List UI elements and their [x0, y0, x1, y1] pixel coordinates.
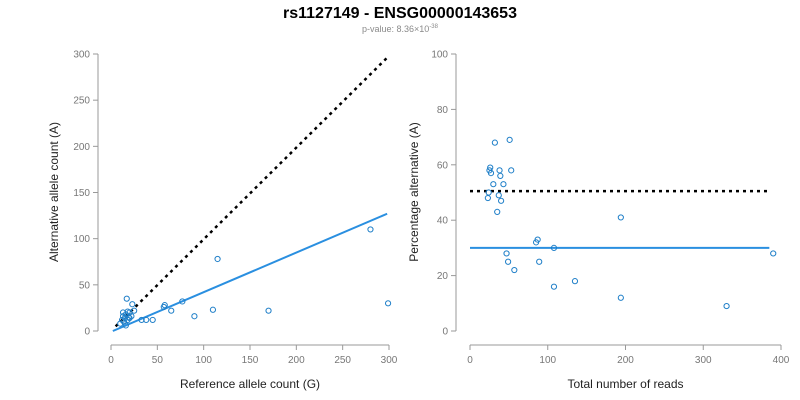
y-tick-label: 0 — [442, 327, 448, 338]
y-axis-title: Percentage alternative (A) — [407, 122, 421, 261]
data-point — [122, 322, 129, 329]
data-point — [265, 307, 272, 314]
y-tick-label: 200 — [73, 142, 90, 153]
p-value-text: p-value: 8.36×10 — [362, 24, 430, 34]
y-tick-label: 150 — [73, 188, 90, 199]
data-point — [723, 302, 730, 310]
data-point — [123, 295, 130, 302]
data-point — [506, 136, 513, 143]
data-point — [536, 258, 543, 265]
x-tick-label: 50 — [152, 355, 164, 366]
data-point — [497, 172, 504, 179]
allele-count-panel: 0 50 100 150 200 250 300 0 50 100 150 200 250 300 Refe… — [47, 50, 398, 392]
chart-title: rs1127149 - ENSG00000143653 — [283, 5, 517, 22]
data-point — [485, 189, 492, 196]
data-point — [508, 167, 515, 174]
y-tick-label: 40 — [437, 216, 449, 227]
y-tick-label: 100 — [73, 234, 90, 245]
data-point — [124, 316, 131, 324]
data-point — [494, 208, 501, 215]
data-point — [503, 250, 510, 257]
x-tick-label: 250 — [334, 355, 351, 366]
x-tick-label: 100 — [195, 355, 212, 366]
data-point — [143, 316, 150, 324]
x-tick-label: 400 — [773, 355, 790, 366]
y-tick-label: 0 — [84, 327, 90, 338]
data-point — [550, 283, 558, 290]
data-point — [496, 167, 503, 174]
data-point — [550, 244, 558, 251]
data-point — [191, 313, 198, 320]
x-tick-label: 150 — [242, 355, 259, 366]
data-point — [120, 318, 128, 325]
p-value-subtitle: p-value: 8.36×10-38 — [0, 24, 800, 34]
data-point — [138, 316, 145, 324]
data-point — [534, 236, 541, 243]
data-point — [617, 294, 624, 301]
y-tick-label: 80 — [437, 105, 449, 116]
data-point — [490, 181, 497, 188]
data-point — [504, 258, 512, 265]
data-point — [571, 278, 579, 285]
x-tick-label: 100 — [539, 355, 556, 366]
data-point — [511, 266, 518, 274]
y-axis-title: Alternative allele count (A) — [47, 122, 61, 262]
data-point — [367, 226, 374, 233]
x-tick-label: 200 — [617, 355, 634, 366]
y-tick-label: 250 — [73, 96, 90, 107]
y-tick-label: 20 — [437, 271, 449, 282]
data-point — [209, 306, 217, 313]
y-tick-label: 60 — [437, 160, 449, 171]
data-point — [384, 300, 392, 307]
y-tick-label: 300 — [73, 50, 90, 61]
data-point — [168, 307, 175, 314]
data-point — [770, 250, 777, 257]
data-point — [161, 302, 168, 309]
x-tick-label: 200 — [288, 355, 305, 366]
data-point — [617, 214, 624, 221]
data-point — [491, 139, 498, 146]
x-tick-label: 300 — [381, 355, 398, 366]
reference-line — [114, 56, 389, 328]
data-point — [487, 170, 495, 177]
y-tick-label: 50 — [79, 280, 91, 291]
data-point — [484, 194, 491, 202]
y-tick-label: 100 — [431, 50, 448, 61]
x-tick-label: 0 — [108, 355, 114, 366]
data-point — [129, 301, 136, 308]
data-point — [149, 316, 156, 324]
percentage-panel: 0 100 200 300 400 0 20 40 60 80 100 Total number of… — [407, 50, 790, 392]
x-axis-title: Total number of reads — [567, 377, 683, 391]
x-axis-title: Reference allele count (G) — [180, 377, 320, 391]
data-point — [495, 192, 502, 199]
data-point — [500, 181, 507, 188]
x-tick-label: 0 — [467, 355, 473, 366]
data-point — [179, 298, 186, 305]
p-value-exponent: -38 — [429, 24, 438, 30]
x-tick-label: 300 — [695, 355, 712, 366]
data-point — [128, 313, 135, 320]
data-point — [117, 320, 124, 327]
data-point — [131, 307, 138, 314]
data-point — [214, 255, 221, 263]
fit-line — [112, 212, 388, 332]
data-point — [498, 197, 505, 204]
